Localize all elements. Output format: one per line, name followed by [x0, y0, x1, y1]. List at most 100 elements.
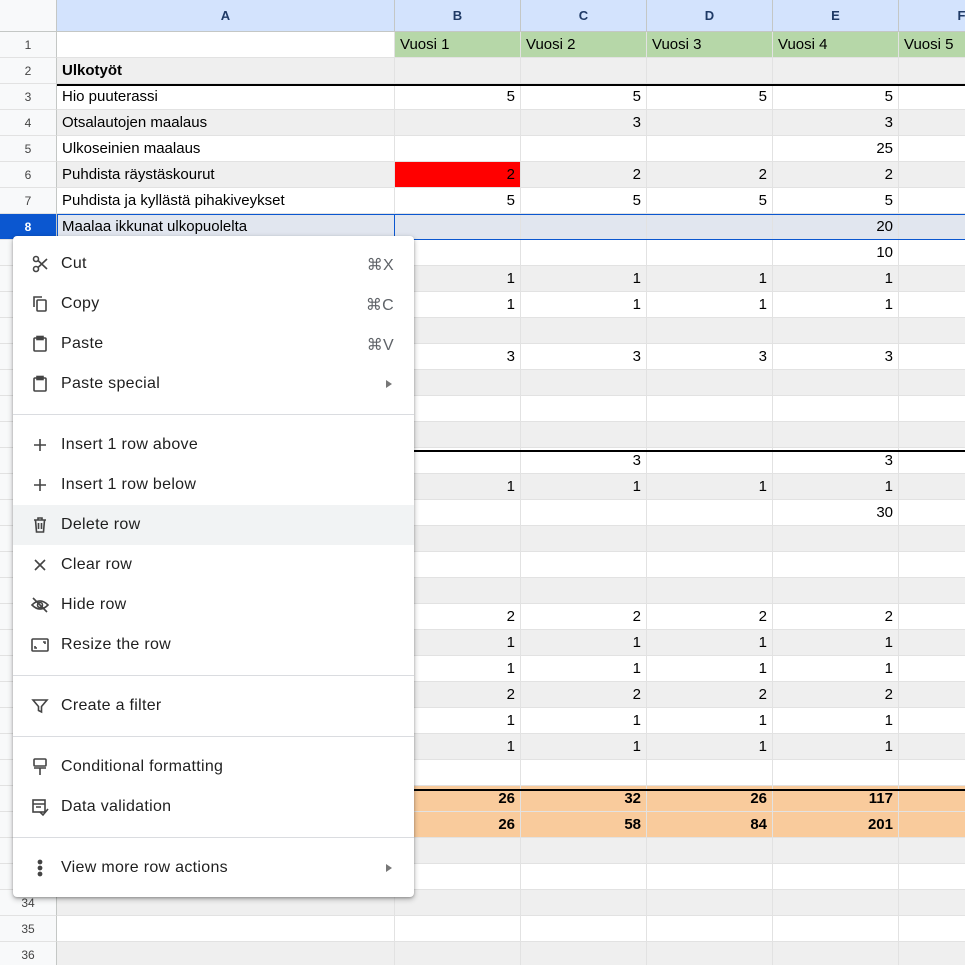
- row-header[interactable]: 36: [0, 942, 57, 965]
- cell[interactable]: [773, 838, 899, 864]
- cell[interactable]: [395, 552, 521, 578]
- menu-item[interactable]: Insert 1 row below: [13, 465, 414, 505]
- cell[interactable]: [899, 500, 965, 526]
- cell[interactable]: [521, 58, 647, 84]
- cell[interactable]: [899, 942, 965, 965]
- row-header[interactable]: 5: [0, 136, 57, 162]
- cell[interactable]: [899, 318, 965, 344]
- cell[interactable]: 1: [521, 474, 647, 500]
- cell[interactable]: [899, 630, 965, 656]
- cell[interactable]: [57, 916, 395, 942]
- cell[interactable]: 1: [521, 734, 647, 760]
- cell[interactable]: [395, 58, 521, 84]
- menu-item[interactable]: Paste ⌘V: [13, 324, 414, 364]
- cell[interactable]: [647, 136, 773, 162]
- cell[interactable]: 2: [773, 604, 899, 630]
- cell[interactable]: Ulkotyöt: [57, 58, 395, 84]
- cell[interactable]: Vuosi 2: [521, 32, 647, 58]
- cell[interactable]: [647, 890, 773, 916]
- cell[interactable]: 26: [395, 812, 521, 838]
- menu-item[interactable]: Resize the row: [13, 625, 414, 665]
- cell[interactable]: [899, 214, 965, 240]
- column-header[interactable]: C: [521, 0, 647, 32]
- cell[interactable]: 1: [395, 266, 521, 292]
- cell[interactable]: 3: [521, 110, 647, 136]
- cell[interactable]: [773, 422, 899, 448]
- cell[interactable]: 5: [521, 84, 647, 110]
- cell[interactable]: 3: [773, 110, 899, 136]
- cell[interactable]: [899, 916, 965, 942]
- cell[interactable]: 3: [521, 448, 647, 474]
- cell[interactable]: 5: [521, 188, 647, 214]
- cell[interactable]: 5: [395, 188, 521, 214]
- cell[interactable]: [899, 890, 965, 916]
- cell[interactable]: 2: [647, 682, 773, 708]
- cell[interactable]: [521, 396, 647, 422]
- cell[interactable]: 1: [521, 266, 647, 292]
- cell[interactable]: 2: [773, 162, 899, 188]
- cell[interactable]: [521, 890, 647, 916]
- cell[interactable]: 58: [521, 812, 647, 838]
- cell[interactable]: [899, 266, 965, 292]
- cell[interactable]: [899, 656, 965, 682]
- cell[interactable]: [57, 942, 395, 965]
- menu-item[interactable]: Clear row: [13, 545, 414, 585]
- cell[interactable]: 1: [773, 708, 899, 734]
- cell[interactable]: 1: [647, 708, 773, 734]
- cell[interactable]: 1: [395, 292, 521, 318]
- column-header[interactable]: B: [395, 0, 521, 32]
- cell[interactable]: [899, 240, 965, 266]
- cell[interactable]: [395, 422, 521, 448]
- menu-item[interactable]: Hide row: [13, 585, 414, 625]
- cell[interactable]: 2: [395, 682, 521, 708]
- cell[interactable]: [773, 916, 899, 942]
- cell[interactable]: 3: [395, 344, 521, 370]
- cell[interactable]: [521, 318, 647, 344]
- cell[interactable]: [773, 58, 899, 84]
- cell[interactable]: [647, 578, 773, 604]
- cell[interactable]: [647, 500, 773, 526]
- cell[interactable]: [899, 162, 965, 188]
- cell[interactable]: 1: [773, 474, 899, 500]
- cell[interactable]: [899, 552, 965, 578]
- column-header[interactable]: A: [57, 0, 395, 32]
- menu-item[interactable]: Data validation: [13, 787, 414, 827]
- cell[interactable]: 5: [647, 188, 773, 214]
- cell[interactable]: 1: [521, 292, 647, 318]
- cell[interactable]: [395, 370, 521, 396]
- cell[interactable]: [395, 448, 521, 474]
- cell[interactable]: [521, 370, 647, 396]
- cell[interactable]: [773, 318, 899, 344]
- cell[interactable]: [899, 344, 965, 370]
- cell[interactable]: 1: [395, 656, 521, 682]
- cell[interactable]: 1: [647, 630, 773, 656]
- cell[interactable]: [521, 760, 647, 786]
- cell[interactable]: [395, 578, 521, 604]
- cell[interactable]: [395, 916, 521, 942]
- menu-item[interactable]: Insert 1 row above: [13, 425, 414, 465]
- cell[interactable]: [647, 864, 773, 890]
- cell[interactable]: [899, 396, 965, 422]
- cell[interactable]: [773, 578, 899, 604]
- cell[interactable]: 30: [773, 500, 899, 526]
- cell[interactable]: [773, 396, 899, 422]
- cell[interactable]: 1: [647, 656, 773, 682]
- cell[interactable]: [899, 84, 965, 110]
- cell[interactable]: [521, 500, 647, 526]
- cell[interactable]: Vuosi 5: [899, 32, 965, 58]
- cell[interactable]: 1: [773, 734, 899, 760]
- cell[interactable]: Otsalautojen maalaus: [57, 110, 395, 136]
- cell[interactable]: Hio puuterassi: [57, 84, 395, 110]
- cell[interactable]: 20: [773, 214, 899, 240]
- cell[interactable]: 10: [773, 240, 899, 266]
- cell[interactable]: 1: [647, 734, 773, 760]
- cell[interactable]: 84: [647, 812, 773, 838]
- cell[interactable]: [773, 552, 899, 578]
- cell[interactable]: 2: [521, 162, 647, 188]
- cell[interactable]: [647, 318, 773, 344]
- cell[interactable]: 1: [773, 630, 899, 656]
- row-header[interactable]: 1: [0, 32, 57, 58]
- cell[interactable]: 1: [521, 656, 647, 682]
- cell[interactable]: [899, 760, 965, 786]
- cell[interactable]: 3: [773, 448, 899, 474]
